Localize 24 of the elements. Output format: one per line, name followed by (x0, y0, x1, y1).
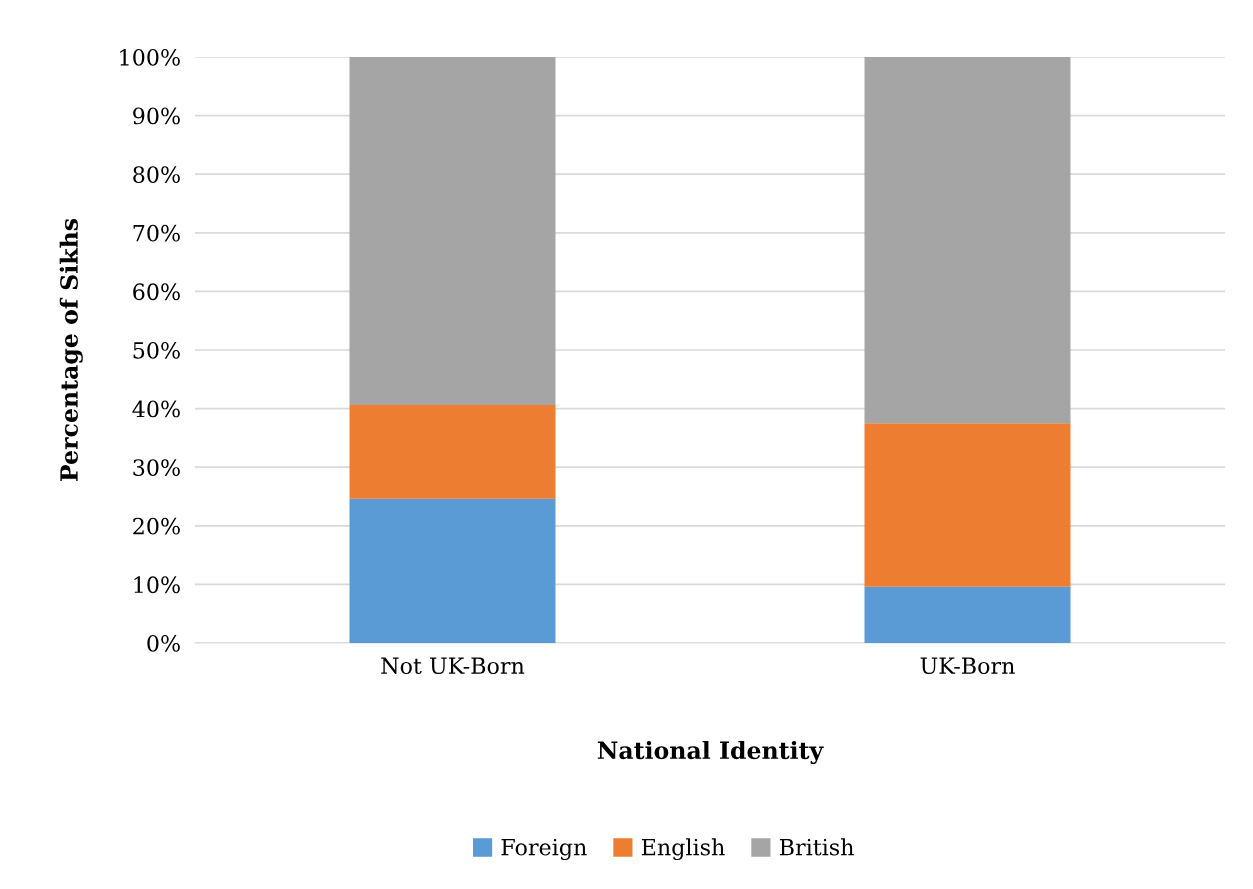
y-axis-title: Percentage of Sikhs (59, 218, 83, 481)
y-tick-label: 100% (120, 48, 180, 66)
y-tick-label: 80% (133, 166, 180, 183)
y-tick-label: 60% (133, 283, 180, 301)
bar (349, 498, 556, 643)
x-tick-label: Not UK-Born (381, 657, 525, 675)
y-tick-label: 10% (134, 576, 180, 594)
legend-label: English (641, 838, 725, 861)
y-tick-label: 40% (132, 400, 180, 418)
legend-label: British (779, 838, 854, 856)
bar (864, 423, 1071, 587)
y-tick-label: 50% (133, 341, 180, 359)
y-tick-label: 20% (133, 517, 180, 535)
legend-label: Foreign (501, 838, 587, 861)
bar (349, 57, 556, 406)
bar (349, 405, 556, 499)
y-tick-label: 30% (133, 459, 180, 476)
x-tick-label: UK-Born (920, 657, 1015, 675)
bar (864, 57, 1071, 424)
y-tick-label: 0% (147, 634, 180, 652)
bar (864, 586, 1071, 643)
y-tick-label: 70% (133, 224, 180, 242)
x-axis-title: National Identity (597, 740, 824, 765)
y-tick-label: 90% (133, 107, 180, 125)
